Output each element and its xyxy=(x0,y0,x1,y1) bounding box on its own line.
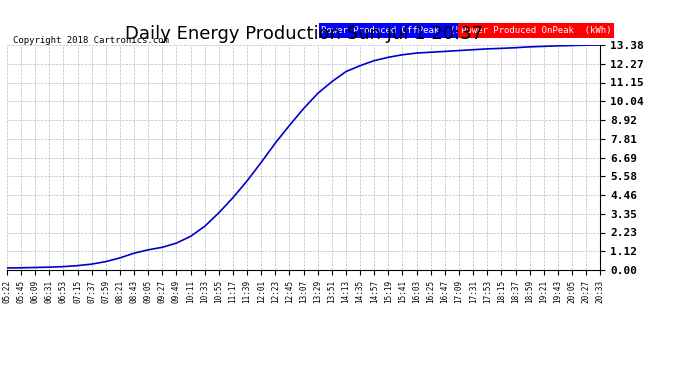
Text: Copyright 2018 Cartronics.com: Copyright 2018 Cartronics.com xyxy=(13,36,169,45)
Title: Daily Energy Production Sun Jul 1 20:37: Daily Energy Production Sun Jul 1 20:37 xyxy=(124,26,483,44)
Text: Power Produced OffPeak  (kWh): Power Produced OffPeak (kWh) xyxy=(322,26,477,35)
Text: Power Produced OnPeak  (kWh): Power Produced OnPeak (kWh) xyxy=(461,26,611,35)
